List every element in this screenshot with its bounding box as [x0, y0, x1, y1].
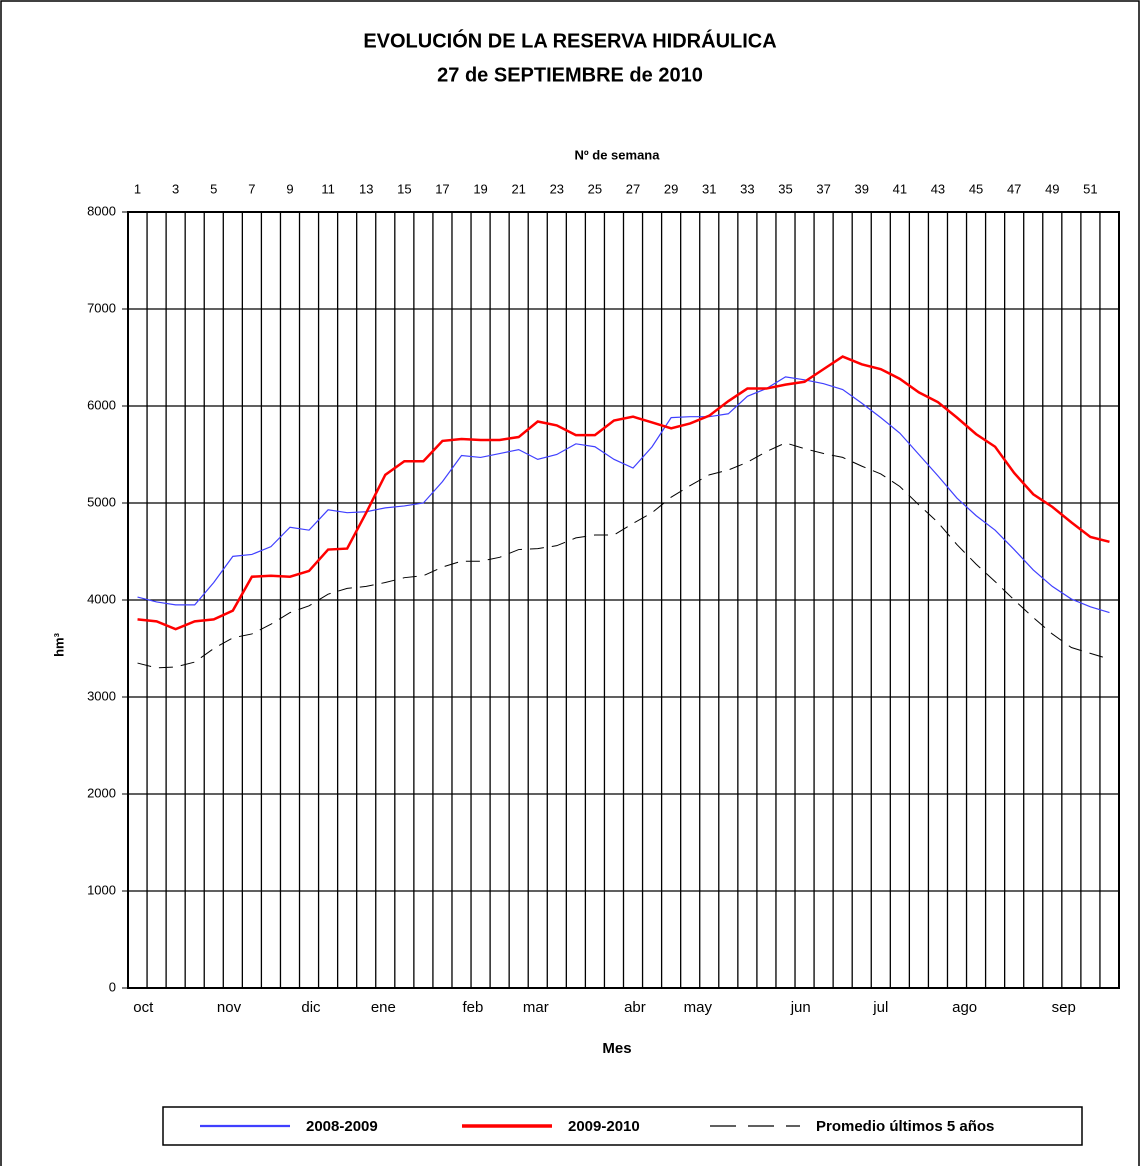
- top-tick-label: 47: [1007, 181, 1021, 196]
- legend-label: 2008-2009: [306, 1118, 378, 1135]
- x-axis-label: Mes: [602, 1040, 631, 1057]
- y-tick-label: 8000: [87, 203, 116, 218]
- y-tick-label: 2000: [87, 785, 116, 800]
- top-tick-label: 9: [286, 181, 293, 196]
- top-tick-label: 13: [359, 181, 373, 196]
- series-line: [137, 376, 1110, 614]
- series-line: [137, 355, 1110, 631]
- top-tick-label: 19: [473, 181, 487, 196]
- plot-border: [127, 211, 1120, 989]
- month-tick-label: ago: [952, 999, 977, 1016]
- y-tick-label: 0: [109, 979, 116, 994]
- legend-label: 2009-2010: [568, 1118, 640, 1135]
- y-axis-label: hm³: [51, 632, 66, 657]
- series-line: [137, 442, 1110, 669]
- top-tick-label: 1: [134, 181, 141, 196]
- top-tick-label: 39: [854, 181, 868, 196]
- top-tick-label: 29: [664, 181, 678, 196]
- top-tick-label: 27: [626, 181, 640, 196]
- month-tick-label: feb: [463, 999, 484, 1016]
- top-tick-label: 11: [321, 181, 335, 196]
- top-tick-label: 49: [1045, 181, 1059, 196]
- month-tick-label: dic: [301, 999, 321, 1016]
- y-tick-label: 7000: [87, 300, 116, 315]
- top-tick-label: 51: [1083, 181, 1097, 196]
- top-tick-label: 35: [778, 181, 792, 196]
- month-tick-label: oct: [133, 999, 154, 1016]
- top-tick-label: 21: [511, 181, 525, 196]
- top-tick-label: 37: [816, 181, 830, 196]
- top-axis-label: Nº de semana: [575, 147, 661, 162]
- y-tick-label: 1000: [87, 882, 116, 897]
- top-tick-label: 31: [702, 181, 716, 196]
- chart-subtitle: 27 de SEPTIEMBRE de 2010: [437, 64, 703, 86]
- month-tick-label: sep: [1052, 999, 1076, 1016]
- chart-title: EVOLUCIÓN DE LA RESERVA HIDRÁULICA: [363, 28, 776, 52]
- top-tick-label: 23: [550, 181, 564, 196]
- month-tick-label: jun: [790, 999, 811, 1016]
- legend-box: [162, 1106, 1083, 1146]
- top-tick-label: 15: [397, 181, 411, 196]
- top-tick-label: 43: [931, 181, 945, 196]
- top-tick-label: 3: [172, 181, 179, 196]
- top-tick-label: 45: [969, 181, 983, 196]
- month-tick-label: abr: [624, 999, 646, 1016]
- legend-label: Promedio últimos 5 años: [816, 1118, 994, 1135]
- month-tick-label: ene: [371, 999, 396, 1016]
- top-tick-label: 5: [210, 181, 217, 196]
- month-tick-label: jul: [872, 999, 888, 1016]
- month-tick-label: mar: [523, 999, 549, 1016]
- month-tick-label: may: [684, 999, 713, 1016]
- y-tick-label: 5000: [87, 494, 116, 509]
- top-tick-label: 17: [435, 181, 449, 196]
- y-tick-label: 4000: [87, 591, 116, 606]
- top-tick-label: 33: [740, 181, 754, 196]
- top-tick-label: 41: [893, 181, 907, 196]
- top-tick-label: 25: [588, 181, 602, 196]
- y-tick-label: 3000: [87, 688, 116, 703]
- top-tick-label: 7: [248, 181, 255, 196]
- month-tick-label: nov: [217, 999, 242, 1016]
- y-tick-label: 6000: [87, 397, 116, 412]
